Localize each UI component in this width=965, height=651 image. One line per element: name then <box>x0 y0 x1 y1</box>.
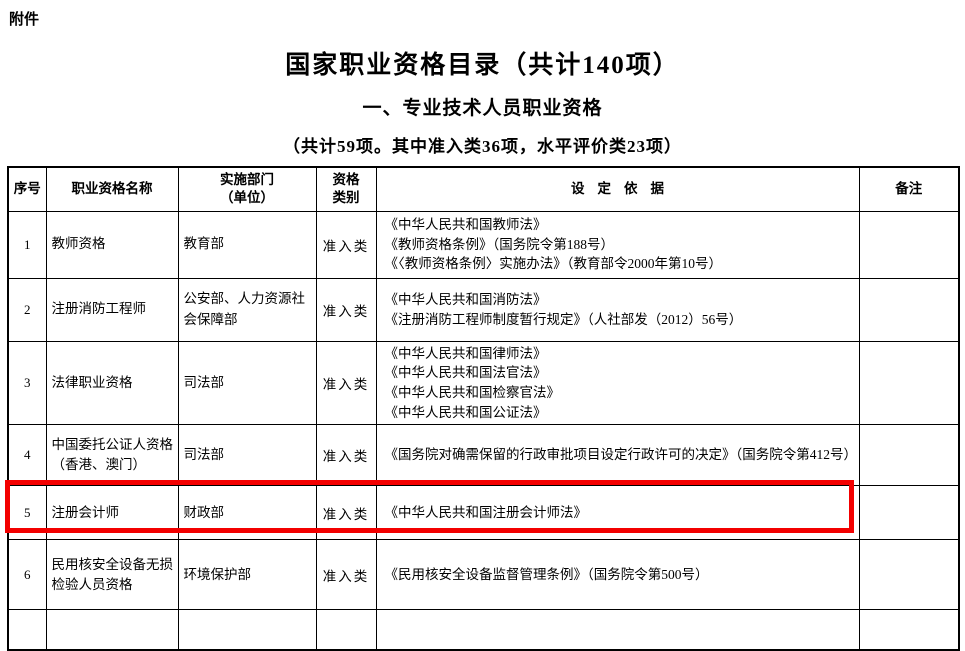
table-row-partial <box>7 609 960 651</box>
attachment-label: 附件 <box>9 11 40 28</box>
col-header-category: 资格 类别 <box>315 166 377 212</box>
table-row: 4 中国委托公证人资格（香港、澳门） 司法部 准入类 《国务院对确需保留的行政审… <box>7 424 960 487</box>
cell-department: 财政部 <box>177 485 317 541</box>
cell-legal-basis <box>375 609 860 651</box>
cell-category: 准入类 <box>315 485 377 541</box>
cell-department: 教育部 <box>177 210 317 279</box>
table-row-highlighted: 5 注册会计师 财政部 准入类 《中华人民共和国注册会计师法》 <box>7 485 960 541</box>
cell-note <box>858 210 960 279</box>
table-row: 6 民用核安全设备无损检验人员资格 环境保护部 准入类 《民用核安全设备监督管理… <box>7 539 960 611</box>
cell-serial <box>7 609 47 651</box>
cell-category: 准入类 <box>315 277 377 342</box>
cell-category: 准入类 <box>315 424 377 487</box>
cell-category: 准入类 <box>315 210 377 279</box>
cell-serial: 6 <box>7 539 47 611</box>
cell-qualification-name: 注册会计师 <box>45 485 179 541</box>
document-page: { "page": { "attachment_label": "附件", "t… <box>5 11 960 651</box>
cell-category: 准入类 <box>315 340 377 426</box>
cell-serial: 1 <box>7 210 47 279</box>
cell-legal-basis: 《国务院对确需保留的行政审批项目设定行政许可的决定》（国务院令第412号） <box>375 424 860 487</box>
cell-category: 准入类 <box>315 539 377 611</box>
col-header-basis: 设定依据 <box>375 166 860 212</box>
table-row: 3 法律职业资格 司法部 准入类 《中华人民共和国律师法》 《中华人民共和国法官… <box>7 340 960 426</box>
table-row: 1 教师资格 教育部 准入类 《中华人民共和国教师法》 《教师资格条例》（国务院… <box>7 210 960 279</box>
cell-department: 司法部 <box>177 424 317 487</box>
table-header-row: 序号 职业资格名称 实施部门 （单位） 资格 类别 设定依据 备注 <box>7 166 960 212</box>
cell-note <box>858 539 960 611</box>
cell-qualification-name: 法律职业资格 <box>45 340 179 426</box>
col-header-note: 备注 <box>858 166 960 212</box>
cell-category <box>315 609 377 651</box>
cell-note <box>858 340 960 426</box>
cell-qualification-name <box>45 609 179 651</box>
table-row: 2 注册消防工程师 公安部、人力资源社会保障部 准入类 《中华人民共和国消防法》… <box>7 277 960 342</box>
cell-legal-basis: 《中华人民共和国律师法》 《中华人民共和国法官法》 《中华人民共和国检察官法》 … <box>375 340 860 426</box>
cell-note <box>858 609 960 651</box>
cell-legal-basis: 《民用核安全设备监督管理条例》（国务院令第500号） <box>375 539 860 611</box>
col-header-no: 序号 <box>7 166 47 212</box>
cell-serial: 3 <box>7 340 47 426</box>
cell-note <box>858 277 960 342</box>
cell-qualification-name: 教师资格 <box>45 210 179 279</box>
cell-serial: 4 <box>7 424 47 487</box>
page-title: 国家职业资格目录（共计140项） <box>285 52 680 79</box>
cell-serial: 2 <box>7 277 47 342</box>
cell-note <box>858 424 960 487</box>
cell-legal-basis: 《中华人民共和国教师法》 《教师资格条例》（国务院令第188号） 《〈教师资格条… <box>375 210 860 279</box>
section-subtitle: （共计59项。其中准入类36项，水平评价类23项） <box>283 137 682 156</box>
cell-note <box>858 485 960 541</box>
col-header-name: 职业资格名称 <box>45 166 179 212</box>
cell-department: 环境保护部 <box>177 539 317 611</box>
col-header-dept: 实施部门 （单位） <box>177 166 317 212</box>
qualification-table: 序号 职业资格名称 实施部门 （单位） 资格 类别 设定依据 备注 1 教师资格… <box>7 166 960 651</box>
cell-legal-basis: 《中华人民共和国注册会计师法》 <box>375 485 860 541</box>
cell-qualification-name: 民用核安全设备无损检验人员资格 <box>45 539 179 611</box>
cell-department <box>177 609 317 651</box>
cell-qualification-name: 中国委托公证人资格（香港、澳门） <box>45 424 179 487</box>
cell-serial: 5 <box>7 485 47 541</box>
cell-department: 公安部、人力资源社会保障部 <box>177 277 317 342</box>
section-title: 一、专业技术人员职业资格 <box>362 98 603 119</box>
cell-qualification-name: 注册消防工程师 <box>45 277 179 342</box>
cell-department: 司法部 <box>177 340 317 426</box>
cell-legal-basis: 《中华人民共和国消防法》 《注册消防工程师制度暂行规定》（人社部发（2012）5… <box>375 277 860 342</box>
